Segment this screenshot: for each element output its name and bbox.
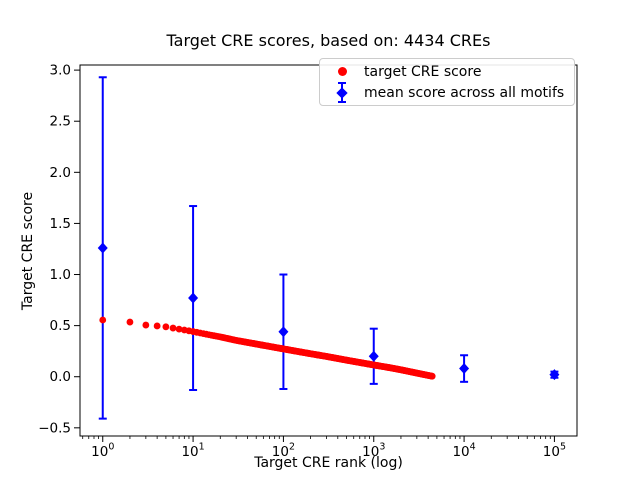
legend-marker-red-circle-icon xyxy=(320,67,364,76)
svg-text:2.0: 2.0 xyxy=(50,165,71,181)
svg-text:1.5: 1.5 xyxy=(50,216,71,232)
svg-text:0.0: 0.0 xyxy=(50,369,71,385)
legend-item-mean-score: mean score across all motifs xyxy=(320,82,574,103)
svg-text:−0.5: −0.5 xyxy=(38,420,71,436)
x-axis-label: Target CRE rank (log) xyxy=(254,455,403,471)
y-axis-tick-labels: 3.0 2.5 2.0 1.5 1.0 0.5 0.0 −0.5 xyxy=(38,63,71,437)
y-axis-label: Target CRE score xyxy=(20,191,36,311)
legend-box: target CRE score mean score across all m… xyxy=(319,58,575,106)
chart-title: Target CRE scores, based on: 4434 CREs xyxy=(166,31,491,50)
x-axis-major-ticks xyxy=(102,436,555,442)
legend-marker-blue-diamond-errorbar-icon xyxy=(320,82,364,103)
mean-score-diamond-series xyxy=(97,242,560,381)
errorbar-series xyxy=(98,76,559,420)
legend-label: target CRE score xyxy=(364,63,482,80)
svg-text:0.5: 0.5 xyxy=(50,318,71,334)
svg-text:3.0: 3.0 xyxy=(50,63,71,79)
svg-text:2.5: 2.5 xyxy=(50,114,71,130)
svg-text:1.0: 1.0 xyxy=(50,267,71,283)
y-axis-ticks xyxy=(74,69,80,429)
legend-label: mean score across all motifs xyxy=(364,84,565,101)
legend-item-target-cre-score: target CRE score xyxy=(320,61,574,82)
axes-frame xyxy=(79,64,578,437)
target-score-scatter-series xyxy=(99,316,436,380)
